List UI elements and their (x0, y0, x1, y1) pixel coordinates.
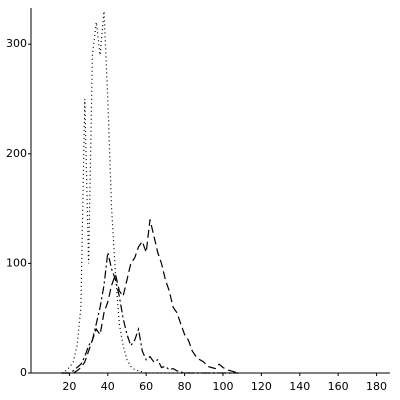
y-tick-label: 200 (6, 147, 27, 160)
y-tick-label: 0 (20, 366, 27, 379)
line-series (61, 219, 239, 374)
x-tick-label: 20 (62, 380, 76, 393)
line-series (61, 252, 239, 374)
x-tick-label: 60 (139, 380, 153, 393)
y-tick-label: 100 (6, 256, 27, 269)
x-tick-label: 120 (251, 380, 272, 393)
y-tick-label: 300 (6, 37, 27, 50)
x-tick-label: 160 (328, 380, 349, 393)
x-tick-label: 100 (212, 380, 233, 393)
x-tick-label: 40 (101, 380, 115, 393)
line-series (61, 11, 239, 374)
x-tick-label: 80 (178, 380, 192, 393)
x-tick-label: 180 (366, 380, 387, 393)
x-tick-label: 140 (289, 380, 310, 393)
